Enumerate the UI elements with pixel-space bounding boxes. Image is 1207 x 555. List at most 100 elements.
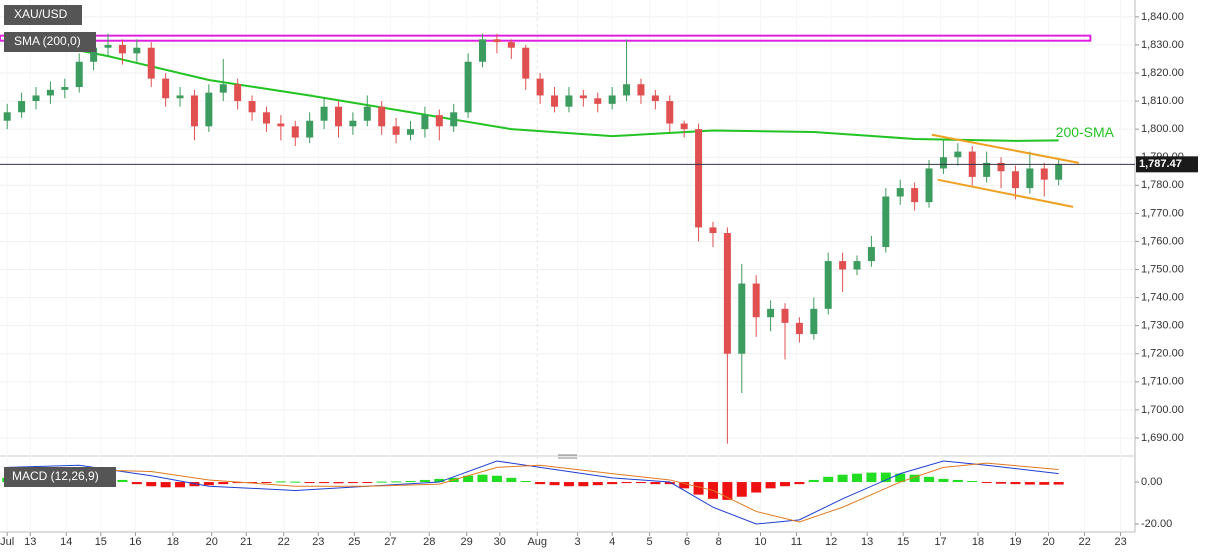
- histogram-bar: [491, 475, 502, 483]
- candle-body: [248, 101, 256, 113]
- histogram-bar: [996, 482, 1007, 484]
- candle-body: [911, 188, 919, 203]
- histogram-bar: [650, 482, 661, 485]
- histogram-bar: [333, 482, 344, 484]
- histogram-bar: [563, 482, 574, 487]
- sma-line: [7, 35, 1059, 142]
- x-tick-label: 19: [1009, 536, 1021, 548]
- candle-body: [291, 126, 299, 138]
- candle-body: [435, 115, 443, 127]
- histogram-bar: [808, 479, 819, 483]
- x-tick-label: 22: [1078, 536, 1090, 548]
- x-tick-label: 20: [1042, 536, 1054, 548]
- x-tick-label: 10: [754, 536, 766, 548]
- histogram-bar: [218, 482, 229, 485]
- x-tick-label: 5: [647, 536, 653, 548]
- chart-title: XAU/USD: [14, 7, 68, 21]
- resistance-band: [0, 34, 1092, 42]
- candle-body: [752, 283, 760, 318]
- candle-body: [234, 84, 242, 102]
- candle-body: [983, 162, 991, 177]
- sma-legend: SMA (200,0): [14, 34, 81, 48]
- histogram-bar: [1024, 482, 1035, 485]
- candle-body: [623, 84, 631, 96]
- histogram-bar: [304, 482, 315, 484]
- histogram-bar: [895, 473, 906, 483]
- histogram-bar: [852, 473, 863, 483]
- x-tick-label: 6: [684, 536, 690, 548]
- candle-body: [18, 101, 26, 113]
- x-tick-label: 16: [129, 536, 141, 548]
- candle-body: [349, 120, 357, 127]
- histogram-bar: [434, 478, 445, 483]
- candle-body: [421, 115, 429, 130]
- x-tick-label: 25: [348, 536, 360, 548]
- candle-body: [176, 95, 184, 99]
- x-tick-label: 15: [897, 536, 909, 548]
- histogram-bar: [765, 482, 776, 489]
- x-tick-label: 18: [972, 536, 984, 548]
- histogram-bar: [722, 482, 733, 500]
- x-tick-label: 22: [278, 536, 290, 548]
- candle-body: [867, 247, 875, 262]
- histogram-bar: [736, 482, 747, 497]
- histogram-bar: [967, 480, 978, 483]
- candle-body: [1026, 168, 1034, 189]
- histogram-bar: [924, 476, 935, 483]
- candle-body: [608, 95, 616, 104]
- histogram-bar: [391, 481, 402, 483]
- candle-body: [190, 95, 198, 127]
- candle-body: [810, 308, 818, 335]
- histogram-bar: [981, 482, 992, 484]
- candle-body: [306, 120, 314, 138]
- histogram-bar: [938, 478, 949, 483]
- candle-body: [262, 112, 270, 124]
- candle-body: [824, 261, 832, 309]
- candle-body: [651, 95, 659, 102]
- histogram-bar: [232, 482, 243, 484]
- candle-body: [839, 261, 847, 270]
- candle-body: [464, 61, 472, 113]
- candle-body: [392, 126, 400, 135]
- candle-body: [925, 168, 933, 203]
- histogram-bar: [779, 482, 790, 487]
- candle-body: [565, 95, 573, 107]
- histogram-bar: [362, 482, 373, 484]
- candle-body: [579, 95, 587, 99]
- y-tick-label: -20.00: [1141, 518, 1172, 530]
- candle-body: [896, 188, 904, 197]
- candle-body: [104, 44, 112, 48]
- histogram-bar: [131, 482, 142, 485]
- x-tick-label: 21: [240, 536, 252, 548]
- candle-body: [320, 106, 328, 121]
- y-tick-label: 1,780.00: [1141, 179, 1184, 191]
- x-tick-label: 29: [461, 536, 473, 548]
- histogram-bar: [751, 482, 762, 493]
- histogram-bar: [664, 482, 675, 485]
- candle-body: [118, 44, 126, 54]
- candle-body: [1011, 171, 1019, 189]
- candle-body: [1040, 168, 1048, 180]
- histogram-bar: [117, 479, 128, 483]
- macd-legend: MACD (12,26,9): [12, 469, 99, 483]
- candle-body: [219, 84, 227, 93]
- candle-body: [75, 61, 83, 88]
- histogram-bar: [275, 481, 286, 483]
- candle-body: [205, 92, 213, 127]
- histogram-bar: [693, 482, 704, 495]
- histogram-bar: [175, 482, 186, 488]
- candle-body: [738, 283, 746, 354]
- histogram-bar: [607, 482, 618, 485]
- candle-body: [133, 47, 141, 54]
- candle-body: [954, 151, 962, 158]
- candle-body: [162, 78, 170, 99]
- candle-body: [90, 47, 98, 62]
- candle-body: [551, 95, 559, 107]
- macd-legend-box: [4, 467, 116, 487]
- histogram-bar: [621, 482, 632, 484]
- channel-line: [931, 133, 1080, 164]
- x-tick-label: 15: [95, 536, 107, 548]
- candle-body: [407, 129, 415, 135]
- channel-line: [937, 178, 1074, 208]
